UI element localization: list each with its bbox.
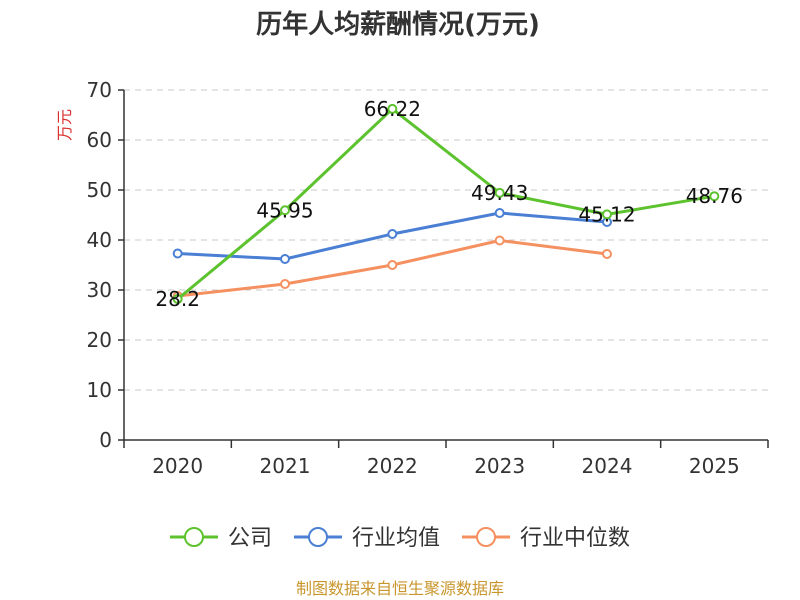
y-axis-label: 万元 xyxy=(55,109,74,141)
data-label-2022: 66.22 xyxy=(364,97,421,121)
y-tick-label-50: 50 xyxy=(87,178,112,202)
point-1-2021 xyxy=(280,254,290,264)
x-tick-label-2023: 2023 xyxy=(474,454,525,478)
legend-marker-2 xyxy=(476,527,496,547)
point-2-2024 xyxy=(602,249,612,259)
legend-item-0[interactable]: 公司 xyxy=(170,526,272,551)
y-tick-label-60: 60 xyxy=(87,128,112,152)
point-0-2025 xyxy=(709,191,720,202)
point-1-2020 xyxy=(172,248,183,259)
point-0-2020 xyxy=(172,294,183,304)
point-0-2021 xyxy=(280,205,290,216)
y-tick-label-10: 10 xyxy=(87,378,112,402)
gridlines xyxy=(124,89,768,391)
legend-item-1[interactable]: 行业均值 xyxy=(294,526,440,551)
point-0-2024 xyxy=(602,209,612,220)
data-labels: 28.2 45.95 66.22 49.43 45.12 48.76 xyxy=(155,97,743,311)
point-0-2023 xyxy=(494,187,505,198)
chart-title: 历年人均薪酬情况(万元) xyxy=(256,9,540,40)
data-label-2023: 49.43 xyxy=(471,181,528,205)
legend-label-0: 公司 xyxy=(228,526,272,551)
x-tick-label-2024: 2024 xyxy=(582,454,633,478)
data-label-2024: 45.12 xyxy=(578,202,635,226)
axes: 0 10 20 30 40 50 60 70 2020 2021 2022 2023 2024 2025 xyxy=(87,78,769,478)
y-tick-label-40: 40 xyxy=(87,228,112,252)
point-0-2022 xyxy=(387,103,398,114)
y-tick-label-30: 30 xyxy=(87,278,112,302)
x-tick-label-2025: 2025 xyxy=(689,454,740,478)
series-0 xyxy=(172,103,720,304)
legend-item-2[interactable]: 行业中位数 xyxy=(462,526,630,551)
legend-label-1: 行业均值 xyxy=(352,526,440,551)
point-2-2022 xyxy=(387,260,398,270)
x-tick-label-2021: 2021 xyxy=(260,454,311,478)
data-label-2020: 28.2 xyxy=(155,287,200,311)
y-tick-label-70: 70 xyxy=(87,78,112,102)
point-2-2021 xyxy=(280,279,290,289)
data-label-2025: 48.76 xyxy=(686,184,743,208)
data-label-2021: 45.95 xyxy=(256,198,313,222)
point-2-2023 xyxy=(494,235,505,246)
series-2 xyxy=(172,235,612,301)
legend-marker-0 xyxy=(184,527,204,547)
series-line-0 xyxy=(176,107,715,301)
point-1-2022 xyxy=(387,229,398,239)
legend-label-2: 行业中位数 xyxy=(520,526,630,551)
legend-marker-1 xyxy=(308,527,328,547)
series-1 xyxy=(172,208,612,264)
y-tick-label-20: 20 xyxy=(87,328,112,352)
legend[interactable]: 公司 行业均值 行业中位数 xyxy=(170,526,630,551)
x-tick-label-2022: 2022 xyxy=(367,454,418,478)
series-group xyxy=(172,103,720,304)
y-tick-label-0: 0 xyxy=(99,428,112,452)
x-tick-label-2020: 2020 xyxy=(152,454,203,478)
source-note: 制图数据来自恒生聚源数据库 xyxy=(296,579,504,598)
point-1-2023 xyxy=(494,208,505,218)
